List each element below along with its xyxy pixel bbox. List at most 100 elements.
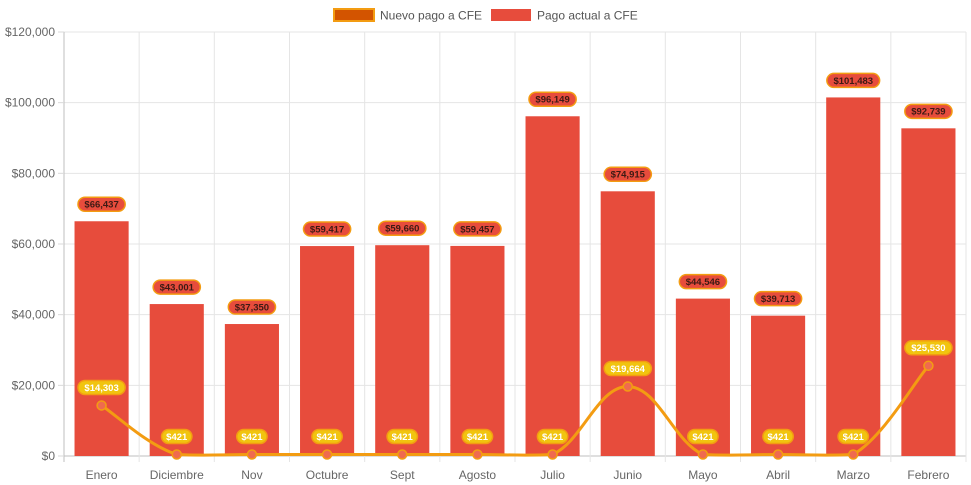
line-label-abril: $421	[762, 428, 795, 445]
bar-label-marzo-bg	[826, 72, 881, 89]
line-label-diciembre-bg	[160, 428, 193, 445]
line-label-mayo-text: $421	[692, 432, 714, 443]
line-label-octubre-bg	[311, 428, 344, 445]
line-label-marzo-bg	[837, 428, 870, 445]
bar-label-julio: $96,149	[528, 91, 577, 108]
line-point-abril[interactable]	[772, 449, 784, 460]
bar-marzo[interactable]	[826, 97, 881, 457]
bar-julio[interactable]	[525, 116, 580, 457]
bar-label-diciembre: $43,001	[152, 279, 202, 295]
line-point-enero[interactable]	[96, 400, 107, 411]
legend-label-pago-actual: Pago actual a CFE	[537, 9, 638, 23]
bar-series	[74, 97, 956, 457]
legend[interactable]: Nuevo pago a CFE Pago actual a CFE	[333, 8, 638, 23]
line-label-agosto: $421	[461, 428, 494, 445]
bar-junio[interactable]	[600, 191, 655, 456]
line-label-mayo: $421	[686, 428, 719, 445]
line-point-octubre[interactable]	[321, 449, 333, 460]
line-label-febrero-text: $25,530	[911, 343, 945, 354]
x-tick-label-abril: Abril	[766, 468, 790, 482]
line-label-nov: $421	[235, 428, 268, 445]
legend-item-nuevo-pago[interactable]: Nuevo pago a CFE	[333, 8, 482, 23]
bar-label-enero-bg	[77, 196, 126, 213]
line-label-nov-text: $421	[241, 432, 263, 443]
x-tick-label-octubre: Octubre	[306, 468, 349, 482]
line-point-junio[interactable]	[622, 381, 633, 392]
line-point-mayo[interactable]	[697, 449, 709, 460]
x-tick-label-mayo: Mayo	[688, 468, 718, 482]
bar-label-marzo-text: $101,483	[833, 76, 873, 87]
bar-label-diciembre-text: $43,001	[160, 282, 195, 293]
line-label-julio-text: $421	[542, 432, 564, 443]
line-label-sept-text: $421	[392, 432, 414, 443]
bar-label-junio-text: $74,915	[611, 170, 646, 181]
bar-label-mayo: $44,546	[678, 273, 728, 290]
bar-label-julio-bg	[528, 91, 577, 108]
bar-agosto[interactable]	[450, 245, 505, 456]
line-label-diciembre: $421	[160, 428, 193, 445]
bar-enero[interactable]	[74, 221, 129, 456]
y-axis: $0 $20,000 $40,000 $60,000 $80,000 $100,000 $1…	[5, 25, 64, 463]
line-point-diciembre[interactable]	[171, 449, 182, 460]
line-series	[96, 360, 934, 460]
bar-label-nov: $37,350	[227, 299, 277, 315]
y-tick-label: $120,000	[5, 25, 55, 39]
line-label-febrero-bg	[904, 340, 953, 356]
bar-label-agosto-text: $59,457	[460, 224, 494, 235]
bar-octubre[interactable]	[300, 246, 355, 456]
line-label-nov-bg	[235, 428, 268, 445]
line-label-diciembre-text: $421	[166, 432, 188, 443]
y-tick-label: $20,000	[12, 378, 56, 392]
bar-label-enero: $66,437	[77, 196, 126, 213]
x-tick-label-agosto: Agosto	[459, 468, 497, 482]
bar-label-abril-text: $39,713	[761, 294, 795, 305]
legend-label-nuevo-pago: Nuevo pago a CFE	[380, 9, 482, 23]
x-tick-label-julio: Julio	[540, 468, 565, 482]
bar-label-sept-text: $59,660	[385, 224, 419, 235]
grid	[63, 31, 967, 462]
y-tick-label: $80,000	[12, 166, 56, 180]
line-label-julio: $421	[536, 428, 569, 445]
line-label-marzo: $421	[837, 428, 870, 445]
x-tick-label-diciembre: Diciembre	[150, 468, 204, 482]
line-label-julio-bg	[536, 428, 569, 445]
legend-item-pago-actual[interactable]: Pago actual a CFE	[491, 9, 638, 23]
bar-sept[interactable]	[375, 245, 430, 456]
x-axis: Enero Diciembre Nov Octubre Sept Agosto Julio J…	[86, 468, 950, 482]
bar-label-sept: $59,660	[377, 220, 427, 236]
line-point-marzo[interactable]	[848, 449, 859, 460]
x-tick-label-febrero: Febrero	[907, 468, 949, 482]
legend-swatch-pago-actual	[491, 9, 531, 21]
line-label-junio-bg	[603, 360, 653, 377]
line-label-octubre-text: $421	[317, 432, 339, 443]
x-tick-label-junio: Junio	[613, 468, 642, 482]
bar-label-febrero: $92,739	[904, 103, 953, 120]
x-tick-label-marzo: Marzo	[837, 468, 871, 482]
line-label-agosto-text: $421	[467, 432, 489, 443]
bar-label-abril-bg	[753, 290, 803, 307]
line-point-febrero[interactable]	[923, 360, 934, 372]
line-point-agosto[interactable]	[472, 449, 483, 460]
bar-label-agosto-bg	[453, 221, 502, 237]
bar-label-junio-bg	[603, 166, 653, 183]
line-label-junio: $19,664	[603, 360, 653, 377]
bar-label-nov-text: $37,350	[235, 302, 269, 313]
bar-label-agosto: $59,457	[453, 221, 502, 237]
y-tick-label: $0	[42, 449, 56, 463]
bar-label-diciembre-bg	[152, 279, 202, 295]
bar-label-nov-bg	[227, 299, 277, 315]
line-label-marzo-text: $421	[843, 432, 865, 443]
bar-label-octubre: $59,417	[302, 221, 352, 237]
bar-label-sept-bg	[377, 220, 427, 236]
x-tick-label-sept: Sept	[390, 468, 415, 482]
line-point-nov[interactable]	[246, 449, 258, 460]
line-label-abril-text: $421	[768, 432, 790, 443]
bar-label-febrero-bg	[904, 103, 953, 120]
bar-data-labels: $66,437 $43,001 $37,350 $59,417 $59,660 $59,4…	[77, 72, 953, 315]
line-point-sept[interactable]	[397, 449, 408, 460]
bar-label-junio: $74,915	[603, 166, 653, 183]
line-point-julio[interactable]	[547, 449, 558, 460]
bar-febrero[interactable]	[901, 128, 956, 456]
